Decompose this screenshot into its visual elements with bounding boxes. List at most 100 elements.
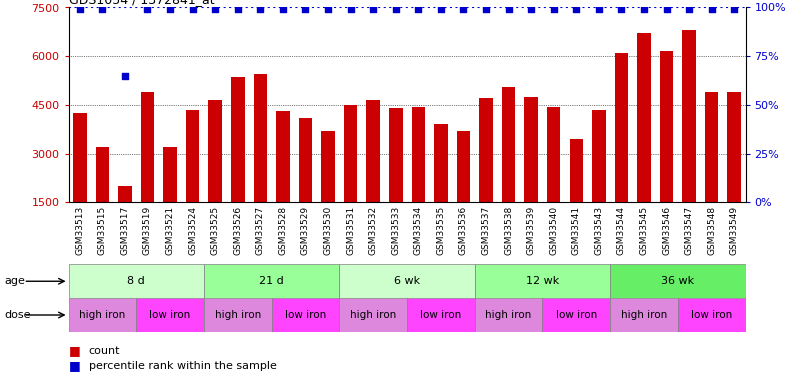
Text: 21 d: 21 d <box>260 276 284 286</box>
Bar <box>615 53 628 251</box>
Text: high iron: high iron <box>79 310 126 320</box>
Text: GSM33530: GSM33530 <box>323 206 333 255</box>
Point <box>367 6 380 12</box>
Text: GSM33519: GSM33519 <box>143 206 152 255</box>
Bar <box>322 131 334 251</box>
Bar <box>407 298 475 332</box>
Text: high iron: high iron <box>214 310 261 320</box>
Text: 12 wk: 12 wk <box>526 276 559 286</box>
Text: GSM33541: GSM33541 <box>571 206 581 255</box>
Text: high iron: high iron <box>621 310 667 320</box>
Bar <box>610 264 746 298</box>
Text: dose: dose <box>4 310 31 320</box>
Point <box>502 6 515 12</box>
Bar <box>547 106 560 251</box>
Bar <box>209 100 222 251</box>
Text: GSM33521: GSM33521 <box>165 206 175 255</box>
Bar <box>475 264 610 298</box>
Text: GSM33533: GSM33533 <box>391 206 401 255</box>
Point <box>660 6 673 12</box>
Text: GSM33547: GSM33547 <box>684 206 694 255</box>
Bar <box>480 99 492 251</box>
Bar <box>683 30 696 251</box>
Text: GSM33526: GSM33526 <box>233 206 243 255</box>
Bar <box>728 92 741 251</box>
Text: GSM33527: GSM33527 <box>256 206 265 255</box>
Text: high iron: high iron <box>485 310 532 320</box>
Text: GSM33548: GSM33548 <box>707 206 717 255</box>
Text: GSM33549: GSM33549 <box>729 206 739 255</box>
Point <box>164 6 177 12</box>
Text: GSM33539: GSM33539 <box>526 206 536 255</box>
Point <box>547 6 560 12</box>
Bar <box>204 298 272 332</box>
Text: age: age <box>4 276 25 286</box>
Bar <box>272 298 339 332</box>
Point <box>186 6 199 12</box>
Text: GSM33537: GSM33537 <box>481 206 491 255</box>
Text: ■: ■ <box>69 344 81 357</box>
Bar <box>389 108 402 251</box>
Point <box>209 6 222 12</box>
Text: low iron: low iron <box>555 310 597 320</box>
Text: 36 wk: 36 wk <box>661 276 695 286</box>
Point <box>73 6 86 12</box>
Point <box>683 6 696 12</box>
Bar <box>502 87 515 251</box>
Bar <box>457 131 470 251</box>
Text: GSM33532: GSM33532 <box>368 206 378 255</box>
Bar <box>339 298 407 332</box>
Bar <box>434 124 447 251</box>
Text: high iron: high iron <box>350 310 397 320</box>
Bar <box>136 298 204 332</box>
Bar <box>525 97 538 251</box>
Text: GSM33517: GSM33517 <box>120 206 130 255</box>
Bar <box>475 298 542 332</box>
Bar <box>678 298 746 332</box>
Text: low iron: low iron <box>420 310 462 320</box>
Text: GSM33545: GSM33545 <box>639 206 649 255</box>
Text: GSM33543: GSM33543 <box>594 206 604 255</box>
Text: count: count <box>89 346 120 355</box>
Bar <box>592 110 605 251</box>
Text: low iron: low iron <box>149 310 191 320</box>
Bar <box>610 298 678 332</box>
Text: 6 wk: 6 wk <box>394 276 420 286</box>
Bar <box>367 100 380 251</box>
Point <box>615 6 628 12</box>
Bar <box>96 147 109 251</box>
Point <box>480 6 492 12</box>
Point <box>254 6 267 12</box>
Point <box>344 6 357 12</box>
Point <box>299 6 312 12</box>
Text: GDS1054 / 1372841_at: GDS1054 / 1372841_at <box>69 0 214 6</box>
Point <box>96 6 109 12</box>
Point <box>592 6 605 12</box>
Bar <box>570 139 583 251</box>
Text: low iron: low iron <box>285 310 326 320</box>
Bar <box>660 51 673 251</box>
Bar <box>186 110 199 251</box>
Text: GSM33544: GSM33544 <box>617 206 626 255</box>
Text: low iron: low iron <box>691 310 733 320</box>
Bar <box>69 264 204 298</box>
Text: GSM33538: GSM33538 <box>504 206 513 255</box>
Text: GSM33540: GSM33540 <box>549 206 559 255</box>
Text: GSM33524: GSM33524 <box>188 206 197 255</box>
Text: GSM33525: GSM33525 <box>210 206 220 255</box>
Text: GSM33546: GSM33546 <box>662 206 671 255</box>
Bar <box>276 111 289 251</box>
Bar <box>231 77 244 251</box>
Point <box>412 6 425 12</box>
Point <box>525 6 538 12</box>
Bar <box>705 92 718 251</box>
Bar <box>204 264 339 298</box>
Bar <box>164 147 177 251</box>
Bar <box>141 92 154 251</box>
Point <box>118 73 131 79</box>
Bar <box>118 186 131 251</box>
Bar <box>69 298 136 332</box>
Point <box>434 6 447 12</box>
Point <box>389 6 402 12</box>
Bar <box>73 113 86 251</box>
